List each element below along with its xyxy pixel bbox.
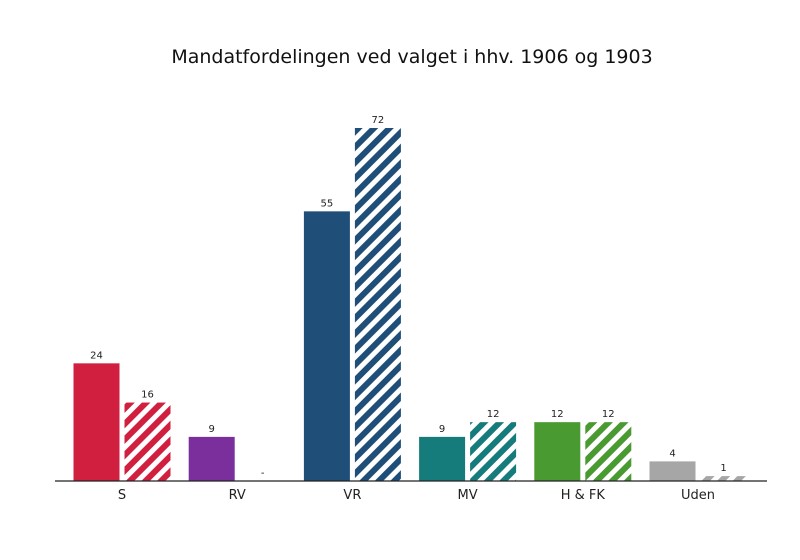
x-tick-label-vr: VR [343, 488, 361, 503]
data-label-rv-2: - [261, 468, 265, 479]
bar-uden-2 [700, 476, 747, 481]
bars-group [73, 128, 747, 481]
x-tick-label-rv: RV [229, 488, 246, 503]
bar-h-fk-2 [585, 422, 632, 481]
data-label-h-fk-1: 12 [551, 409, 564, 420]
data-labels-group: 24 16 9 - 55 72 9 12 12 12 4 1 [90, 115, 727, 479]
bar-vr-2 [354, 128, 401, 481]
data-label-mv-1: 9 [439, 424, 445, 435]
bar-s-1 [73, 363, 120, 481]
bar-mv-2 [470, 422, 517, 481]
data-label-s-1: 24 [90, 350, 103, 361]
x-tick-label-mv: MV [458, 488, 478, 503]
data-label-s-2: 16 [141, 390, 154, 401]
data-label-rv-1: 9 [209, 424, 215, 435]
bar-mv-1 [419, 436, 466, 481]
data-label-uden-1: 4 [669, 448, 675, 459]
bar-s-2 [124, 402, 171, 481]
bar-rv-1 [188, 436, 235, 481]
x-tick-label-s: S [118, 488, 126, 503]
bar-vr-1 [303, 211, 350, 481]
x-tick-labels-group: S RV VR MV H & FK Uden [118, 488, 715, 503]
data-label-uden-2: 1 [720, 463, 726, 474]
bar-uden-1 [649, 461, 696, 481]
data-label-h-fk-2: 12 [602, 409, 615, 420]
bar-h-fk-1 [534, 422, 581, 481]
data-label-vr-2: 72 [372, 115, 385, 126]
chart-title: Mandatfordelingen ved valget i hhv. 1906… [171, 46, 652, 68]
data-label-vr-1: 55 [321, 198, 334, 209]
x-tick-label-h-fk: H & FK [561, 488, 606, 503]
data-label-mv-2: 12 [487, 409, 500, 420]
x-tick-label-uden: Uden [681, 488, 715, 503]
